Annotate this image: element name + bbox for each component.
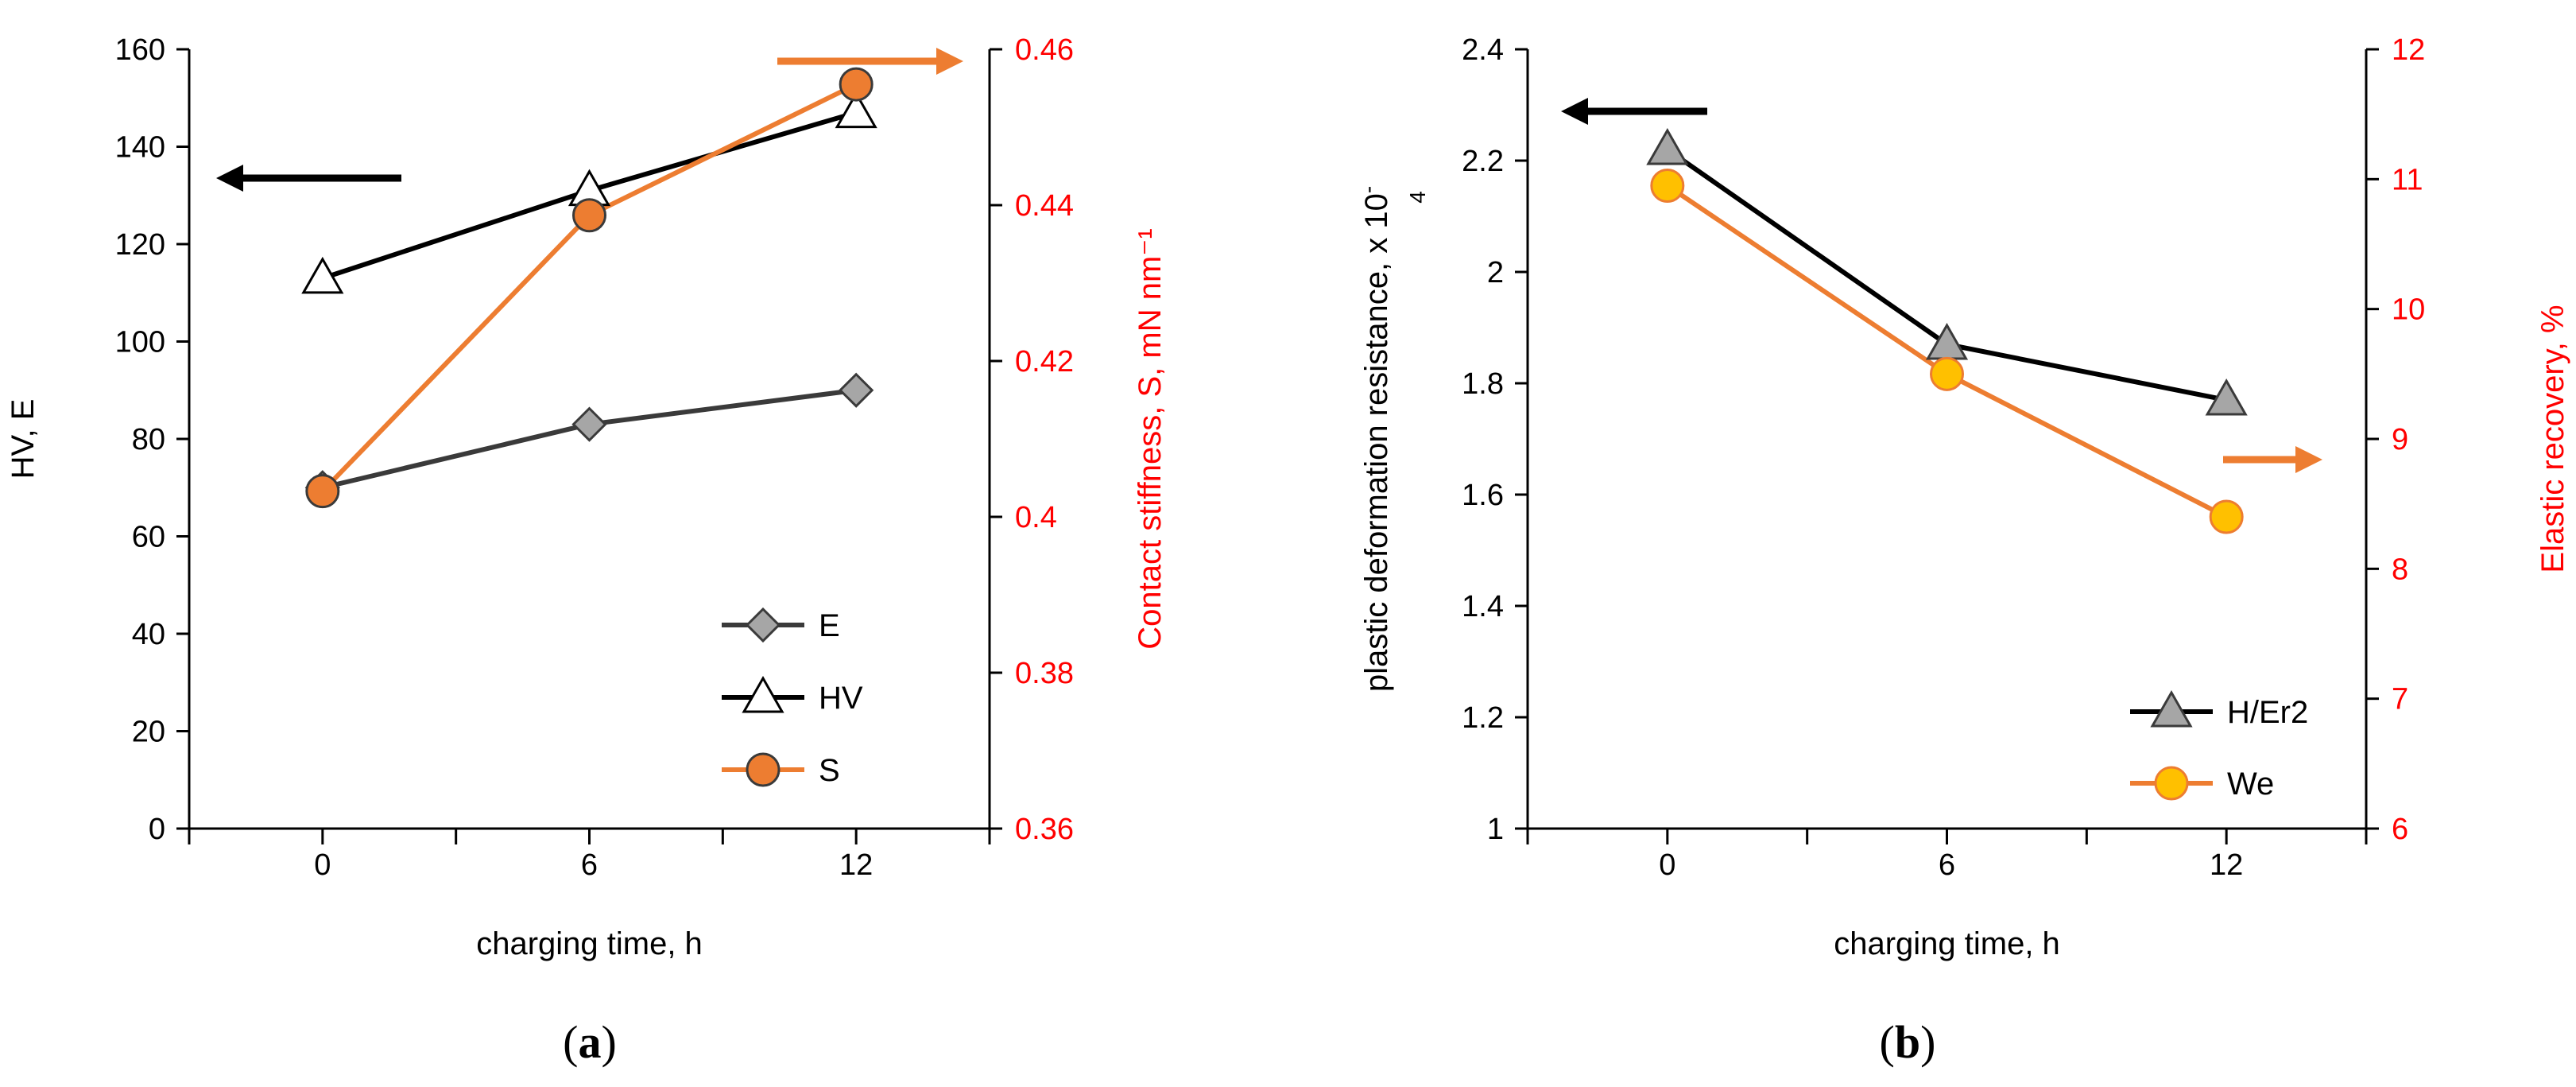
y-left-axis-title-exponent: 4 [1405, 191, 1430, 204]
data-point-e [571, 406, 607, 442]
y-left-tick-label-b: 1.2 [1462, 701, 1504, 735]
chart-b: 0 6 12 1 1.2 1.4 1.6 1.8 2 2.2 2.4 6 7 8 9 10 11 12 chargi… [1356, 33, 2570, 1068]
y-right-tick-label-b: 6 [2392, 813, 2408, 846]
y-left-tick-label-a: 120 [115, 228, 165, 262]
y-left-axis-title-superscript: - [1356, 186, 1381, 193]
data-point-e [839, 372, 874, 408]
legend-marker [745, 607, 781, 643]
y-right-tick-label-a: 0.4 [1015, 501, 1057, 534]
y-right-tick-label-a: 0.42 [1015, 345, 1074, 379]
legend-label: We [2227, 767, 2274, 802]
legend-marker [2150, 689, 2193, 728]
data-point-s [305, 474, 340, 509]
y-left-tick-label-b: 1.8 [1462, 367, 1504, 401]
y-left-tick-label-b: 1.4 [1462, 590, 1504, 623]
y-right-tick-label-b: 8 [2392, 553, 2408, 586]
y-left-axis-title-a: HV, E [6, 399, 41, 479]
y-right-tick-label-a: 0.44 [1015, 189, 1074, 223]
legend-label: HV [819, 681, 863, 716]
legend-label: S [819, 753, 840, 788]
y-left-tick-label-a: 20 [132, 716, 165, 749]
x-tick-label-a: 0 [314, 848, 331, 882]
left-axis-arrow-a [216, 165, 401, 192]
y-right-tick-label-b: 7 [2392, 683, 2408, 716]
y-right-tick-label-b: 11 [2392, 163, 2423, 196]
y-left-tick-label-a: 80 [132, 423, 165, 456]
caption-close: ) [602, 1016, 617, 1068]
right-axis-arrow-a [777, 48, 963, 75]
data-point-hv [301, 256, 344, 294]
y-left-tick-label-b: 1.6 [1462, 479, 1504, 512]
y-right-tick-label-a: 0.38 [1015, 657, 1074, 690]
left-axis-arrow-b [1561, 98, 1707, 125]
legend-marker [2154, 766, 2189, 801]
x-axis-title-b: charging time, h [1834, 926, 2060, 961]
caption-letter: a [579, 1016, 602, 1068]
right-axis-arrow-b-head [2295, 446, 2322, 473]
y-right-tick-label-a: 0.36 [1015, 813, 1074, 846]
data-point-s [572, 198, 606, 233]
data-point-we [2209, 499, 2244, 534]
data-point-her2 [1646, 127, 1689, 165]
legend-b: H/Er2 We [2130, 689, 2308, 802]
x-tick-label-b: 6 [1939, 848, 1955, 882]
x-tick-label-b: 0 [1659, 848, 1675, 882]
data-point-s [839, 67, 874, 102]
caption-letter: b [1895, 1016, 1920, 1068]
legend-marker [746, 752, 781, 787]
panel-caption-a: (a) [563, 1016, 617, 1068]
y-left-tick-label-a: 160 [115, 33, 165, 67]
y-left-tick-label-a: 60 [132, 521, 165, 554]
y-right-tick-label-a: 0.46 [1015, 33, 1074, 67]
y-left-tick-label-b: 1 [1487, 813, 1504, 846]
y-left-axis-title-b: plastic deformation resistance, x 10- [1356, 186, 1394, 692]
data-point-we [1650, 169, 1685, 203]
y-left-tick-label-b: 2.4 [1462, 33, 1504, 67]
right-axis-arrow-a-head [936, 48, 963, 75]
y-left-tick-label-b: 2.2 [1462, 145, 1504, 178]
x-axis-title-a: charging time, h [476, 926, 703, 961]
chart-a: 0 6 120204060801001201401600.360.380.40.42… [6, 33, 1168, 1068]
right-axis-arrow-b [2223, 446, 2322, 473]
data-point-we [1930, 356, 1964, 391]
y-right-tick-label-b: 10 [2392, 293, 2425, 327]
y-left-tick-label-a: 40 [132, 618, 165, 651]
data-point-her2 [1925, 322, 1969, 360]
data-point-her2 [2205, 378, 2248, 416]
y-right-axis-title-b: Elastic recovery, % [2535, 305, 2570, 573]
y-left-tick-label-a: 100 [115, 326, 165, 359]
y-left-tick-label-b: 2 [1487, 256, 1504, 289]
panel-caption-b: (b) [1880, 1016, 1936, 1068]
y-left-tick-label-a: 140 [115, 131, 165, 165]
x-tick-label-b: 12 [2210, 848, 2243, 882]
legend-label: E [819, 608, 840, 643]
legend-label: H/Er2 [2227, 695, 2308, 730]
legend-marker [742, 675, 784, 713]
left-axis-arrow-b-head [1561, 98, 1588, 125]
caption-close: ) [1920, 1016, 1935, 1068]
y-left-tick-label-a: 0 [149, 813, 165, 846]
data-point-hv [835, 91, 877, 129]
left-axis-arrow-a-head [216, 165, 243, 192]
caption-open: ( [563, 1016, 578, 1068]
y-right-tick-label-b: 9 [2392, 423, 2408, 456]
legend-a: E HV S [722, 607, 863, 788]
y-right-axis-title-a: Contact stiffness, S, mN nm⁻¹ [1133, 228, 1168, 649]
x-tick-label-a: 6 [581, 848, 598, 882]
caption-open: ( [1880, 1016, 1895, 1068]
y-left-axis-title-main: plastic deformation resistance, x 10 [1359, 193, 1394, 692]
y-right-tick-label-b: 12 [2392, 33, 2425, 67]
x-tick-label-a: 12 [839, 848, 873, 882]
